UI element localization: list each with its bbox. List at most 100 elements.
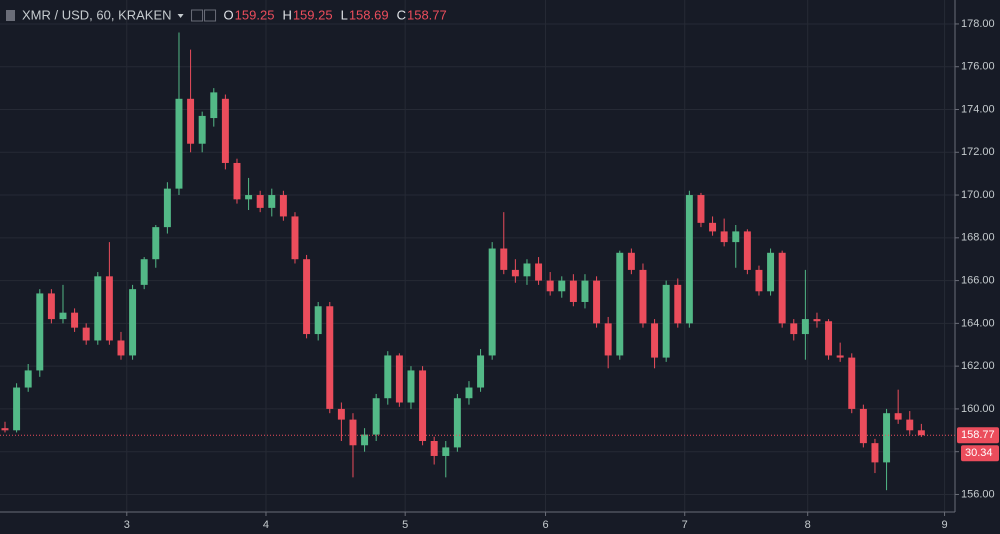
candle-body — [813, 319, 821, 322]
candle-body — [801, 319, 809, 335]
candles — [1, 32, 925, 491]
x-tick-label: 7 — [682, 519, 688, 531]
candle-body — [546, 280, 554, 292]
candle-body — [627, 252, 635, 270]
candle-body — [303, 259, 311, 335]
ohlc-label: C — [397, 7, 406, 22]
y-tick-label: 172.00 — [961, 146, 995, 158]
grid — [0, 0, 955, 512]
candle-body — [685, 195, 693, 324]
candle-body — [47, 293, 55, 320]
ohlc-value: 159.25 — [235, 7, 275, 22]
candle-body — [697, 195, 705, 223]
candle-body — [152, 227, 160, 260]
x-tick-label: 4 — [263, 519, 269, 531]
x-tick-label: 3 — [124, 519, 130, 531]
header-icon — [191, 9, 204, 22]
candle-body — [314, 306, 322, 335]
y-tick-label: 178.00 — [961, 18, 995, 30]
candle-body — [71, 312, 79, 328]
candle-body — [117, 340, 125, 356]
candle-body — [268, 195, 276, 208]
candle-body — [500, 248, 508, 270]
ohlc-value: 158.69 — [349, 7, 389, 22]
symbol-icon — [6, 10, 15, 21]
candle-body — [442, 447, 450, 456]
candle-body — [221, 98, 229, 163]
candle-body — [453, 398, 461, 448]
candle-body — [256, 195, 264, 208]
candle-body — [326, 306, 334, 409]
candle-body — [59, 312, 67, 320]
x-tick-label: 9 — [941, 519, 947, 531]
candle-body — [337, 408, 345, 420]
y-tick-label: 176.00 — [961, 61, 995, 73]
x-tick-label: 5 — [402, 519, 408, 531]
x-tick-label: 6 — [542, 519, 548, 531]
ohlc-value: 158.77 — [407, 7, 447, 22]
ohlc-legend: O 159.25 H 159.25 L 158.69 C 158.77 — [177, 7, 447, 22]
candle-body — [407, 370, 415, 403]
candle-body — [279, 195, 287, 217]
candle-body — [651, 323, 659, 358]
candle-body — [233, 162, 241, 200]
candle-body — [511, 269, 519, 277]
y-tick-label: 160.00 — [961, 403, 995, 415]
candle-body — [639, 269, 647, 324]
candle-body — [906, 419, 914, 431]
candle-body — [163, 188, 171, 228]
candle-body — [790, 323, 798, 335]
candle-body — [24, 370, 32, 388]
candle-body — [488, 248, 496, 356]
candle-body — [1, 428, 9, 431]
candle-body — [755, 269, 763, 292]
candle-body — [430, 440, 438, 456]
candle-body — [372, 398, 380, 435]
candle-body — [616, 252, 624, 356]
candle-body — [36, 293, 44, 371]
ohlc-label: H — [282, 7, 291, 22]
candle-body — [105, 276, 113, 341]
candle-body — [198, 115, 206, 144]
candle-body — [535, 263, 543, 281]
y-tick-label: 164.00 — [961, 317, 995, 329]
y-tick-label: 168.00 — [961, 232, 995, 244]
symbol-title[interactable]: XMR / USD, 60, KRAKEN — [22, 7, 172, 22]
candle-body — [140, 259, 148, 285]
candle-body — [836, 355, 844, 358]
timer-tag — [961, 445, 999, 462]
candle-body — [871, 443, 879, 463]
candle-body — [720, 231, 728, 243]
candle-body — [129, 289, 137, 356]
candle-body — [187, 98, 195, 144]
candle-body — [523, 263, 531, 277]
y-tick-label: 166.00 — [961, 275, 995, 287]
candle-body — [732, 231, 740, 243]
x-tick-label: 8 — [805, 519, 811, 531]
candle-body — [917, 430, 925, 436]
candle-body — [604, 323, 612, 356]
candle-body — [210, 92, 218, 119]
candle-body — [581, 280, 589, 302]
candle-body — [291, 216, 299, 260]
candle-body — [419, 370, 427, 441]
header-icon — [204, 9, 217, 22]
candle-body — [395, 355, 403, 403]
candle-body — [894, 413, 902, 420]
candle-body — [778, 252, 786, 324]
candle-body — [859, 408, 867, 444]
ohlc-label: O — [224, 7, 234, 22]
y-tick-label: 156.00 — [961, 488, 995, 500]
timer-label: 30.34 — [965, 447, 993, 459]
candle-body — [767, 252, 775, 292]
candle-body — [883, 413, 891, 463]
y-tick-label: 162.00 — [961, 360, 995, 372]
candle-body — [558, 280, 566, 292]
y-tick-label: 170.00 — [961, 189, 995, 201]
candle-body — [743, 231, 751, 270]
candle-body — [477, 355, 485, 388]
candle-body — [709, 222, 717, 232]
